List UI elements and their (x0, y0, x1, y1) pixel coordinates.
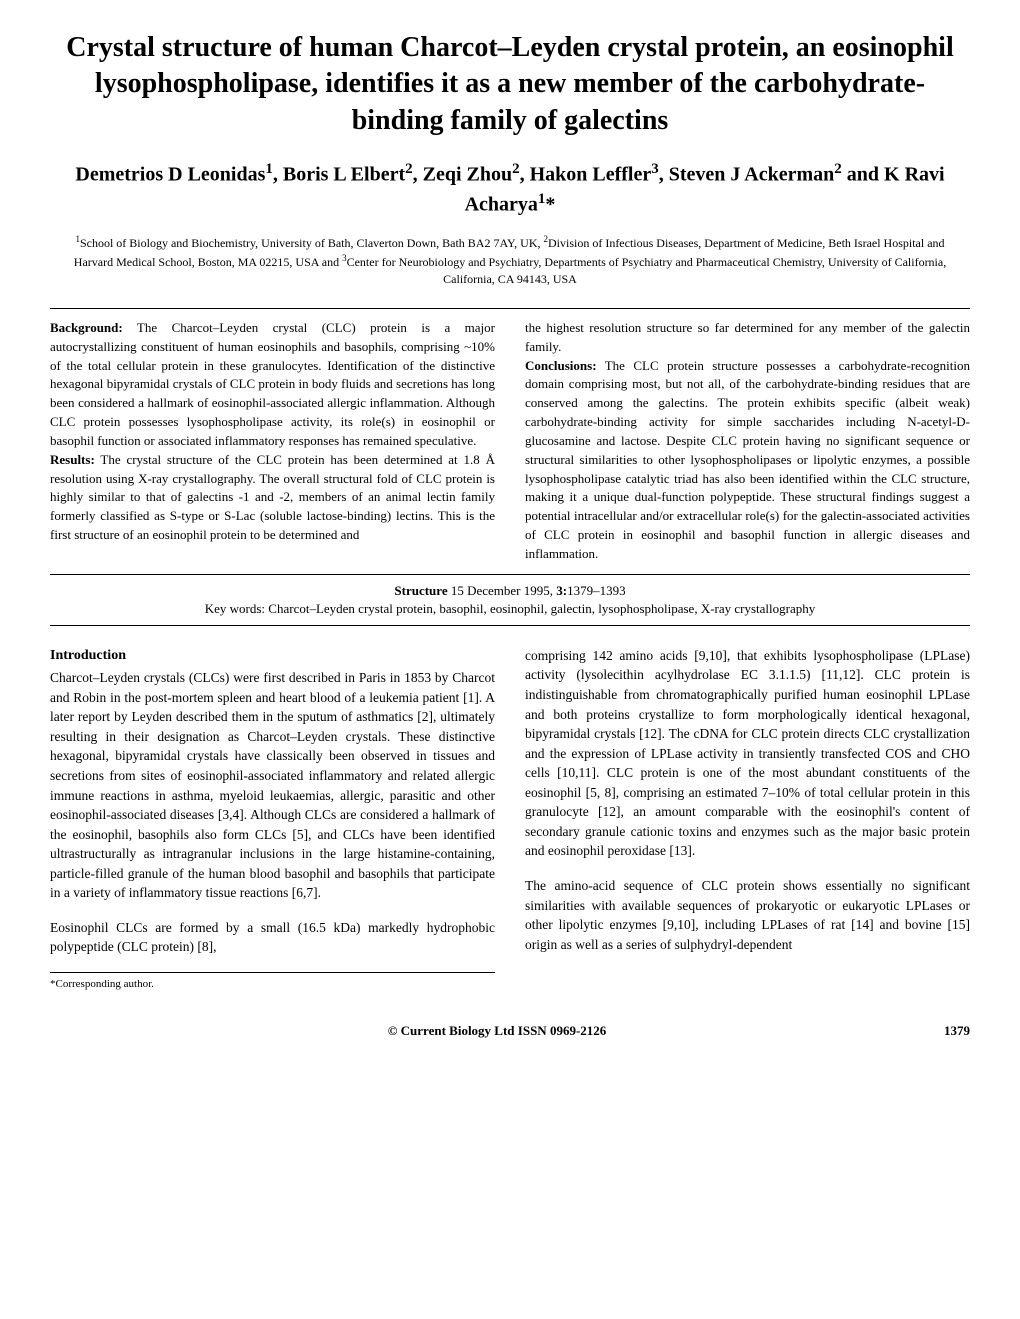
conclusions-text: The CLC protein structure possesses a ca… (525, 358, 970, 561)
citation-journal: Structure 15 December 1995, 3:1379–1393 (50, 583, 970, 599)
conclusions-label: Conclusions: (525, 358, 597, 373)
right-column: comprising 142 amino acids [9,10], that … (525, 646, 970, 993)
footer-page-number: 1379 (944, 1023, 970, 1039)
abstract-left-column: Background: The Charcot–Leyden crystal (… (50, 319, 495, 564)
abstract-right-intro: the highest resolution structure so far … (525, 319, 970, 357)
results-text: The crystal structure of the CLC protein… (50, 452, 495, 542)
authors: Demetrios D Leonidas1, Boris L Elbert2, … (50, 159, 970, 218)
abstract-background: Background: The Charcot–Leyden crystal (… (50, 319, 495, 451)
intro-right-para2: The amino-acid sequence of CLC protein s… (525, 876, 970, 954)
abstract-container: Background: The Charcot–Leyden crystal (… (50, 308, 970, 575)
affiliations: 1School of Biology and Biochemistry, Uni… (50, 233, 970, 287)
keywords: Key words: Charcot–Leyden crystal protei… (50, 601, 970, 617)
footer-copyright: © Current Biology Ltd ISSN 0969-2126 (388, 1023, 607, 1039)
corresponding-author-footnote: *Corresponding author. (50, 972, 495, 993)
main-content: Introduction Charcot–Leyden crystals (CL… (50, 646, 970, 993)
intro-right-para1: comprising 142 amino acids [9,10], that … (525, 646, 970, 861)
abstract-right-column: the highest resolution structure so far … (525, 319, 970, 564)
results-label: Results: (50, 452, 95, 467)
intro-para2: Eosinophil CLCs are formed by a small (1… (50, 918, 495, 957)
left-column: Introduction Charcot–Leyden crystals (CL… (50, 646, 495, 993)
abstract-conclusions: Conclusions: The CLC protein structure p… (525, 357, 970, 564)
citation-bar: Structure 15 December 1995, 3:1379–1393 … (50, 583, 970, 626)
background-text: The Charcot–Leyden crystal (CLC) protein… (50, 320, 495, 448)
background-label: Background: (50, 320, 123, 335)
intro-para1: Charcot–Leyden crystals (CLCs) were firs… (50, 668, 495, 903)
article-title: Crystal structure of human Charcot–Leyde… (50, 30, 970, 139)
abstract-results: Results: The crystal structure of the CL… (50, 451, 495, 545)
introduction-heading: Introduction (50, 646, 495, 666)
page-footer: © Current Biology Ltd ISSN 0969-2126 137… (50, 1023, 970, 1039)
